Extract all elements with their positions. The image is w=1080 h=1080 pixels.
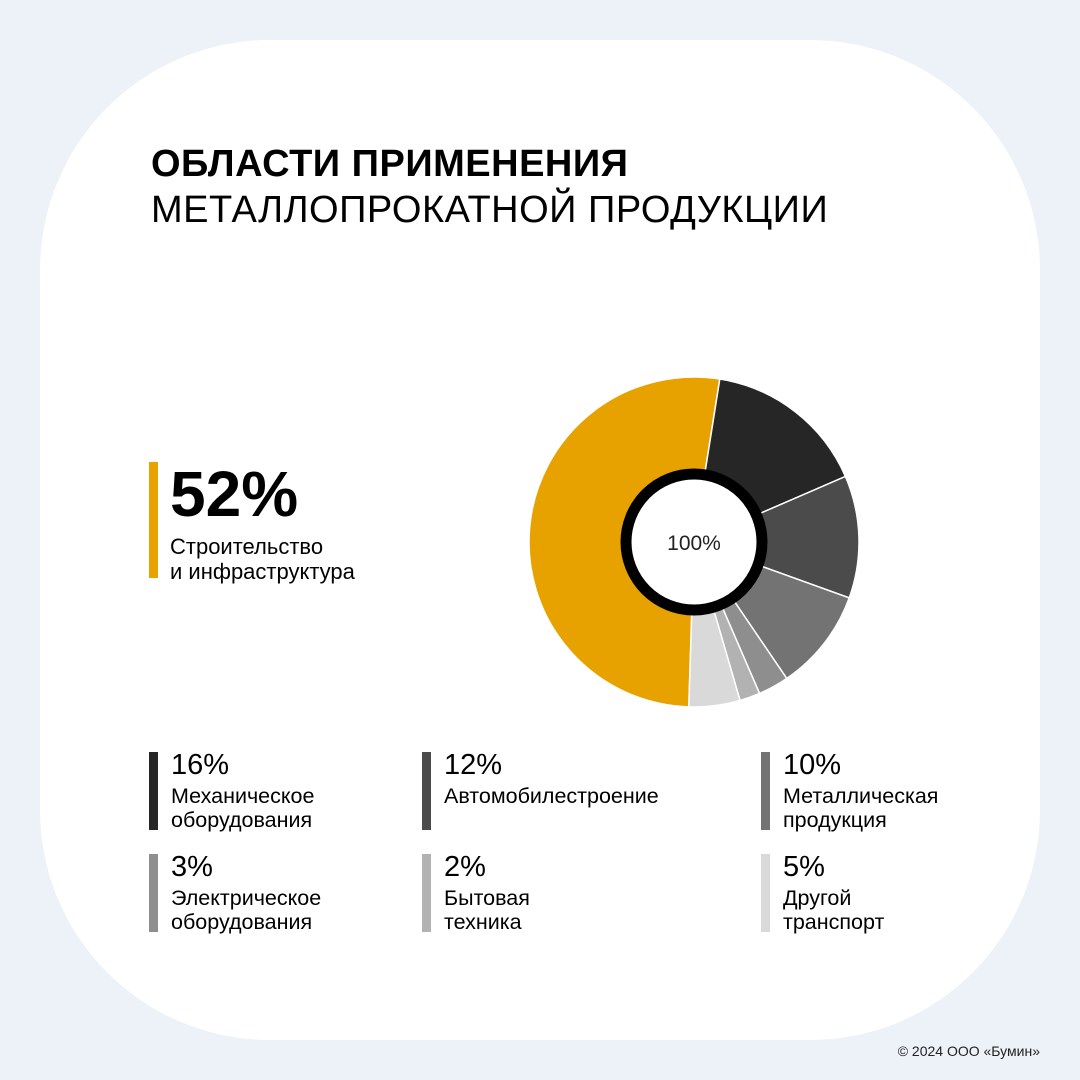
main-stat-label: Строительство и инфраструктура (170, 534, 355, 584)
title-line-2: МЕТАЛЛОПРОКАТНОЙ ПРОДУКЦИИ (151, 189, 829, 231)
main-stat-color-bar (149, 462, 158, 578)
main-stat-percent: 52% (170, 458, 299, 530)
donut-center-ring (620, 468, 768, 616)
donut-slice-automotive (691, 475, 860, 599)
donut-center-label: 100% (667, 532, 721, 555)
donut-chart: 100% (528, 376, 860, 708)
main-stat: 52% Строительство и инфраструктура (149, 460, 355, 584)
title-line-1: ОБЛАСТИ ПРИМЕНЕНИЯ (151, 143, 629, 185)
copyright: © 2024 ООО «Бумин» (897, 1043, 1040, 1059)
page-title: ОБЛАСТИ ПРИМЕНЕНИЯ МЕТАЛЛОПРОКАТНОЙ ПРОД… (151, 142, 828, 234)
